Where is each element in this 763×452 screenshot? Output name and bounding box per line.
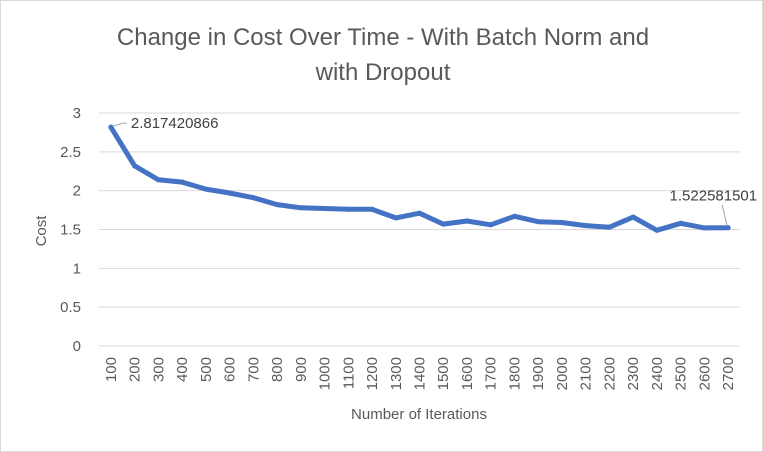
x-tick-label: 1700 — [483, 357, 500, 390]
x-tick-label: 1600 — [459, 357, 476, 390]
x-axis-ticks: 100 200 300 400 500 600 700 800 900 1000 1100 1200 1… — [103, 357, 737, 390]
gridlines — [99, 112, 740, 347]
y-tick-label: 1 — [73, 260, 81, 277]
x-tick-label: 2200 — [601, 357, 618, 390]
x-tick-label: 1000 — [317, 357, 334, 390]
y-tick-label: 3 — [73, 105, 81, 122]
data-point — [393, 215, 399, 221]
chart-title-line-1: Change in Cost Over Time - With Batch No… — [117, 24, 649, 51]
data-point — [488, 222, 494, 228]
x-tick-label: 2600 — [696, 357, 713, 390]
data-point — [678, 220, 684, 226]
data-label: 1.522581501 — [670, 188, 758, 205]
data-point — [250, 195, 256, 201]
y-tick-label: 0 — [73, 338, 81, 355]
x-tick-label: 1800 — [506, 357, 523, 390]
x-tick-label: 400 — [174, 357, 191, 382]
data-point — [583, 223, 589, 229]
data-point — [298, 205, 304, 211]
x-tick-label: 200 — [127, 357, 144, 382]
data-point — [440, 221, 446, 227]
data-label: 2.817420866 — [131, 115, 219, 132]
data-point — [274, 202, 280, 208]
x-tick-label: 1200 — [364, 357, 381, 390]
data-point — [535, 219, 541, 225]
series-layer — [108, 124, 731, 233]
data-point — [345, 206, 351, 212]
data-point — [559, 220, 565, 226]
x-tick-label: 2300 — [625, 357, 642, 390]
data-label-leader — [112, 122, 127, 127]
x-tick-label: 1500 — [435, 357, 452, 390]
x-tick-label: 2700 — [720, 357, 737, 390]
x-tick-label: 2000 — [554, 357, 571, 390]
data-label-leader — [721, 204, 728, 226]
data-point — [654, 227, 660, 233]
data-point — [322, 206, 328, 212]
chart-title-line-2: with Dropout — [315, 59, 451, 86]
x-tick-label: 2500 — [673, 357, 690, 390]
x-tick-label: 1900 — [530, 357, 547, 390]
y-tick-label: 0.5 — [60, 299, 81, 316]
data-point — [606, 224, 612, 230]
data-point — [511, 213, 517, 219]
y-tick-label: 2.5 — [60, 144, 81, 161]
data-point — [369, 206, 375, 212]
x-tick-label: 900 — [293, 357, 310, 382]
data-point — [132, 163, 138, 169]
y-axis-ticks: 0 0.5 1 1.5 2 2.5 3 — [60, 105, 81, 355]
data-point — [155, 177, 161, 183]
x-tick-label: 700 — [245, 357, 262, 382]
y-tick-label: 1.5 — [60, 222, 81, 239]
x-tick-label: 600 — [222, 357, 239, 382]
y-axis-title: Cost — [33, 215, 50, 247]
data-point — [227, 190, 233, 196]
data-point — [701, 225, 707, 231]
data-point — [417, 210, 422, 216]
x-tick-label: 2400 — [649, 357, 666, 390]
x-tick-label: 100 — [103, 357, 120, 382]
x-tick-label: 1100 — [340, 357, 357, 389]
data-point — [725, 225, 731, 231]
x-tick-label: 1400 — [412, 357, 429, 390]
y-tick-label: 2 — [73, 183, 81, 200]
x-tick-label: 800 — [269, 357, 286, 382]
x-axis-title: Number of Iterations — [351, 406, 487, 423]
data-point — [630, 214, 636, 220]
x-tick-label: 2100 — [578, 357, 595, 390]
x-tick-label: 500 — [198, 357, 215, 382]
x-tick-label: 1300 — [388, 357, 405, 390]
data-point — [108, 124, 114, 130]
data-point — [179, 179, 185, 185]
data-point — [203, 186, 209, 192]
data-point — [464, 218, 470, 224]
data-labels: 2.817420866 1.522581501 — [112, 115, 758, 226]
x-tick-label: 300 — [150, 357, 167, 382]
